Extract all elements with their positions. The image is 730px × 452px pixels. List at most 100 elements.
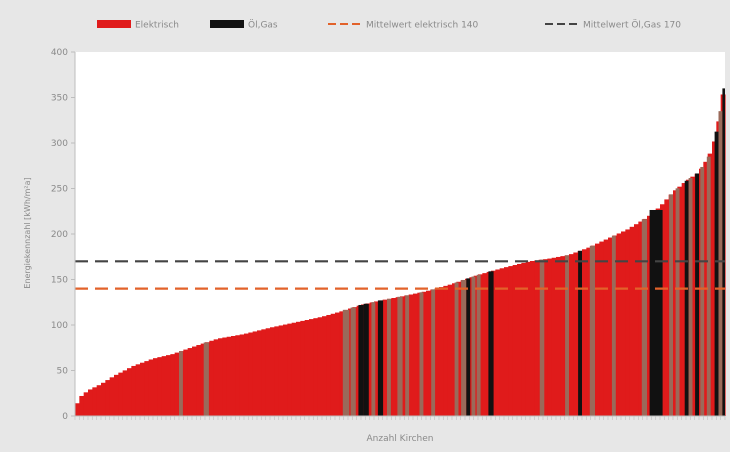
bar-elektrisch bbox=[192, 346, 197, 416]
bar-elektrisch bbox=[512, 265, 518, 416]
bar-elektrisch bbox=[551, 257, 557, 416]
bar-mixed bbox=[706, 156, 711, 416]
y-tick-label: 400 bbox=[51, 48, 68, 58]
bar-oelgas bbox=[714, 131, 719, 417]
bar-elektrisch bbox=[374, 301, 379, 416]
bar-elektrisch bbox=[79, 395, 85, 416]
bar-oelgas bbox=[358, 304, 364, 416]
bar-elektrisch bbox=[166, 355, 171, 416]
bar-elektrisch bbox=[439, 287, 444, 416]
bar-elektrisch bbox=[296, 321, 301, 416]
y-tick-label: 350 bbox=[51, 94, 68, 104]
bar-oelgas bbox=[377, 300, 384, 416]
bar-elektrisch bbox=[504, 267, 509, 416]
bar-elektrisch bbox=[317, 317, 323, 416]
bar-elektrisch bbox=[348, 308, 353, 416]
bar-elektrisch bbox=[261, 329, 267, 416]
bar-elektrisch bbox=[508, 266, 514, 416]
bar-elektrisch bbox=[326, 314, 332, 416]
bar-elektrisch bbox=[335, 312, 340, 416]
bar-elektrisch bbox=[161, 356, 167, 416]
bar-elektrisch bbox=[122, 370, 128, 416]
bar-elektrisch bbox=[495, 269, 501, 416]
bar-elektrisch bbox=[83, 392, 89, 416]
bar-mixed bbox=[718, 111, 723, 417]
bar-elektrisch bbox=[556, 256, 561, 416]
bar-elektrisch bbox=[304, 320, 310, 416]
bar-elektrisch bbox=[101, 382, 106, 416]
bar-mixed bbox=[611, 235, 616, 416]
bar-elektrisch bbox=[681, 183, 687, 416]
bar-elektrisch bbox=[595, 243, 600, 416]
bar-elektrisch bbox=[447, 284, 453, 416]
bar-elektrisch bbox=[135, 364, 141, 416]
bar-oelgas bbox=[684, 180, 689, 416]
bar-elektrisch bbox=[599, 241, 605, 416]
bar-mixed bbox=[539, 259, 545, 416]
bar-elektrisch bbox=[391, 298, 397, 416]
y-tick-label: 200 bbox=[51, 230, 68, 240]
bar-mixed bbox=[387, 298, 391, 416]
bar-elektrisch bbox=[664, 199, 670, 416]
bar-oelgas bbox=[363, 303, 369, 416]
bar-mixed bbox=[688, 178, 693, 416]
bar-elektrisch bbox=[339, 311, 345, 416]
bar-elektrisch bbox=[196, 345, 202, 416]
bar-elektrisch bbox=[278, 325, 284, 416]
bar-mixed bbox=[179, 351, 183, 416]
bar-elektrisch bbox=[421, 291, 427, 416]
bar-elektrisch bbox=[621, 231, 626, 416]
bar-elektrisch bbox=[638, 221, 644, 416]
reference-lines bbox=[75, 260, 725, 290]
bar-mixed bbox=[641, 219, 647, 416]
bar-elektrisch bbox=[525, 261, 531, 416]
bar-mixed bbox=[476, 274, 481, 416]
bar-mixed bbox=[342, 309, 350, 416]
bar-elektrisch bbox=[521, 262, 527, 416]
legend-label: Mittelwert Öl,Gas 170 bbox=[583, 20, 681, 31]
y-tick-label: 50 bbox=[57, 367, 69, 377]
bar-mixed bbox=[371, 302, 376, 416]
bar-elektrisch bbox=[140, 362, 145, 416]
bar-mixed bbox=[454, 282, 459, 416]
bar-elektrisch bbox=[200, 343, 206, 416]
y-tick-label: 0 bbox=[62, 412, 68, 422]
legend-label: Öl,Gas bbox=[248, 20, 278, 31]
bar-elektrisch bbox=[712, 141, 717, 417]
bar-mixed bbox=[203, 342, 209, 416]
bar-elektrisch bbox=[287, 323, 293, 416]
bar-elektrisch bbox=[265, 328, 271, 416]
bar-elektrisch bbox=[291, 322, 297, 416]
x-ticks bbox=[74, 416, 726, 420]
bar-elektrisch bbox=[218, 338, 223, 416]
bar-elektrisch bbox=[109, 377, 115, 416]
bar-elektrisch bbox=[499, 268, 505, 416]
bar-elektrisch bbox=[629, 226, 635, 416]
bar-elektrisch bbox=[157, 357, 163, 416]
bar-elektrisch bbox=[283, 324, 288, 416]
bar-elektrisch bbox=[547, 258, 553, 416]
bar-elektrisch bbox=[517, 263, 522, 416]
legend-label: Elektrisch bbox=[135, 21, 179, 31]
bar-elektrisch bbox=[322, 316, 327, 416]
bar-elektrisch bbox=[634, 224, 639, 416]
bar-elektrisch bbox=[616, 233, 622, 416]
bar-elektrisch bbox=[231, 336, 236, 416]
bar-mixed bbox=[350, 307, 356, 416]
bar-elektrisch bbox=[543, 259, 548, 416]
bar-elektrisch bbox=[75, 403, 80, 416]
bar-oelgas bbox=[722, 88, 725, 417]
bar-elektrisch bbox=[573, 252, 579, 416]
bar-elektrisch bbox=[408, 294, 414, 416]
bar-elektrisch bbox=[382, 299, 388, 416]
bar-elektrisch bbox=[560, 256, 566, 416]
bar-elektrisch bbox=[105, 380, 111, 416]
bar-oelgas bbox=[488, 271, 494, 416]
bar-elektrisch bbox=[603, 239, 609, 416]
bar-elektrisch bbox=[270, 327, 275, 416]
bar-elektrisch bbox=[88, 389, 93, 416]
legend-label: Mittelwert elektrisch 140 bbox=[366, 21, 479, 31]
bar-elektrisch bbox=[239, 334, 245, 416]
